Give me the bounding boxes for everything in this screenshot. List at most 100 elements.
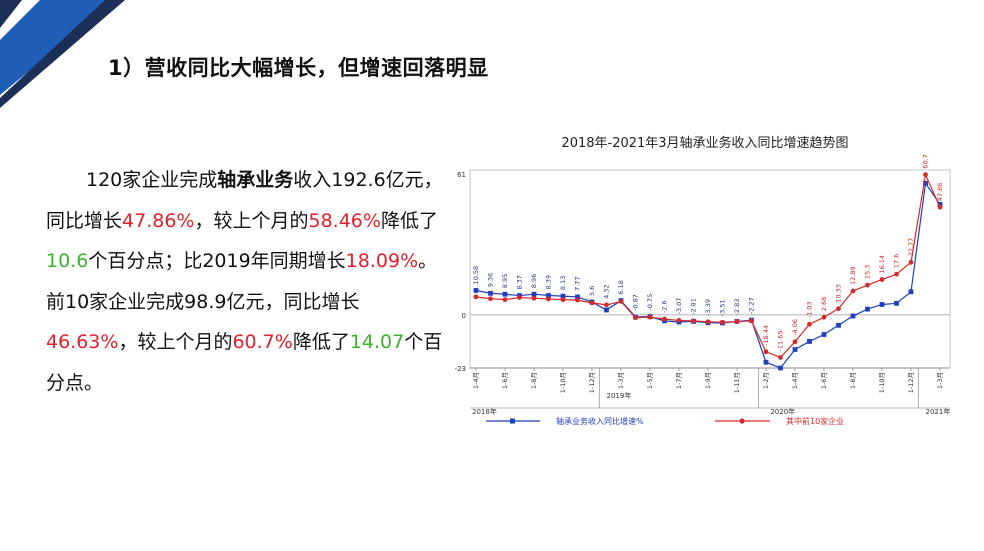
point-value-label: -4.06 <box>791 319 799 336</box>
chart-title: 2018年-2021年3月轴承业务收入同比增速趋势图 <box>561 136 849 151</box>
data-point-square <box>546 293 551 298</box>
data-point-square <box>807 339 812 344</box>
point-value-label: -2.6 <box>661 300 669 313</box>
data-point-square <box>879 302 885 307</box>
point-value-label: -3.39 <box>704 299 712 316</box>
data-point-circle <box>517 295 522 300</box>
point-value-label: 47.86 <box>936 183 944 202</box>
point-value-label: -11.65 <box>777 330 785 351</box>
data-point-square <box>531 291 537 297</box>
data-point-circle <box>792 339 798 345</box>
x-tick-label: 1-12月 <box>907 372 915 393</box>
data-point-circle <box>749 318 754 324</box>
data-point-square <box>836 322 841 328</box>
year-label: 2021年 <box>926 407 951 416</box>
data-point-circle <box>633 315 638 321</box>
x-tick-label: 1-3月 <box>617 372 625 389</box>
line-chart: 61 0 -23 1-4月 1-6月 1-8月 1-10月 1-12月 1-3月 1-5月 1-7月… <box>455 154 951 426</box>
data-point-square <box>894 300 899 306</box>
x-tick-label: 1-4月 <box>472 372 480 389</box>
data-point-square <box>575 294 580 300</box>
data-point-circle <box>502 297 508 303</box>
summary-text: ，较上个月的 <box>118 331 233 353</box>
point-value-label: 10.33 <box>835 284 843 303</box>
data-point-circle <box>676 318 682 323</box>
summary-text: 个百分点；比2019年同期增长 <box>88 250 346 272</box>
data-point-circle <box>720 319 725 325</box>
point-value-label: 10.58 <box>472 266 480 285</box>
data-point-circle <box>604 302 609 308</box>
data-point-square <box>502 291 508 297</box>
y-tick-label: 61 <box>457 171 466 179</box>
point-value-label: 8.13 <box>559 276 567 290</box>
point-value-label: 16.14 <box>878 255 886 274</box>
summary-value-red: 46.63% <box>46 331 119 353</box>
data-point-circle <box>560 297 566 303</box>
summary-value-red: 58.46% <box>308 209 381 232</box>
data-point-square <box>792 347 798 352</box>
x-tick-label: 1-4月 <box>791 372 799 389</box>
summary-value-green: 14.07 <box>349 331 405 353</box>
corner-stripe-dark-2 <box>0 0 125 108</box>
point-value-label: 7.77 <box>574 276 582 290</box>
data-point-circle <box>879 277 885 282</box>
data-point-circle <box>618 299 624 304</box>
data-point-circle <box>589 300 595 306</box>
point-value-label: 60.7 <box>922 154 930 168</box>
summary-text: 120家企业完成 <box>86 169 218 191</box>
data-point-circle <box>923 172 928 178</box>
point-value-label: -18.44 <box>762 325 770 346</box>
data-point-circle <box>705 319 711 325</box>
x-tick-label: 1-6月 <box>501 372 509 389</box>
x-tick-label: 1-10月 <box>559 372 567 393</box>
point-value-label: 2.68 <box>820 297 828 311</box>
point-value-label: -0.87 <box>632 294 640 311</box>
legend-marker-square <box>510 418 515 424</box>
x-tick-label: 1-6月 <box>820 372 828 389</box>
x-tick-label: 1-11月 <box>733 372 741 393</box>
data-point-square <box>923 180 928 186</box>
data-point-square <box>488 290 493 296</box>
year-label: 2018年 <box>472 407 497 416</box>
point-value-label: 12.89 <box>849 266 857 285</box>
data-point-square <box>850 313 856 319</box>
legend-label: 轴承业务收入同比增速% <box>556 416 644 426</box>
data-point-circle <box>734 319 740 324</box>
point-value-label: -2.83 <box>733 299 741 316</box>
summary-value-red: 47.86% <box>122 209 195 232</box>
data-point-circle <box>575 297 580 303</box>
year-label: 2020年 <box>770 407 795 416</box>
legend-marker-circle <box>739 418 745 424</box>
summary-value-red: 18.09% <box>345 250 419 272</box>
point-value-label: -1.03 <box>806 301 814 318</box>
data-point-circle <box>691 318 696 324</box>
point-value-label: 5.6 <box>588 286 596 296</box>
y-tick-label: 0 <box>462 312 466 320</box>
data-point-square <box>473 288 479 293</box>
legend-label: 其中前10家企业 <box>786 416 844 426</box>
summary-highlight-bold: 轴承业务 <box>217 169 294 191</box>
data-point-square <box>821 332 827 337</box>
data-point-circle <box>821 314 827 320</box>
point-value-label: 17.6 <box>893 254 901 268</box>
corner-decoration <box>0 0 125 108</box>
summary-text: 。前10家企业完成98.9亿元，同比增长 <box>46 250 438 313</box>
x-tick-label: 1-3月 <box>936 372 944 389</box>
data-point-circle <box>865 282 870 288</box>
data-point-circle <box>894 271 899 277</box>
point-value-label: 8.96 <box>530 274 538 288</box>
summary-text: 降低了 <box>380 209 438 232</box>
summary-value-green: 10.6 <box>46 250 89 272</box>
point-value-label: 8.37 <box>516 275 524 289</box>
x-tick-label: 1-12月 <box>588 372 596 393</box>
corner-stripe-dark <box>0 0 22 28</box>
data-point-circle <box>807 321 812 327</box>
point-value-label: 15.3 <box>864 265 872 279</box>
point-value-label: 8.39 <box>545 275 553 289</box>
year-label: 2019年 <box>607 391 632 400</box>
data-point-circle <box>546 296 551 302</box>
summary-text: 收入192.6亿元，同比增长 <box>46 169 443 232</box>
data-point-circle <box>473 294 479 300</box>
summary-text: ，较上个月的 <box>194 209 309 232</box>
summary-text: 个百分点。 <box>46 331 443 394</box>
